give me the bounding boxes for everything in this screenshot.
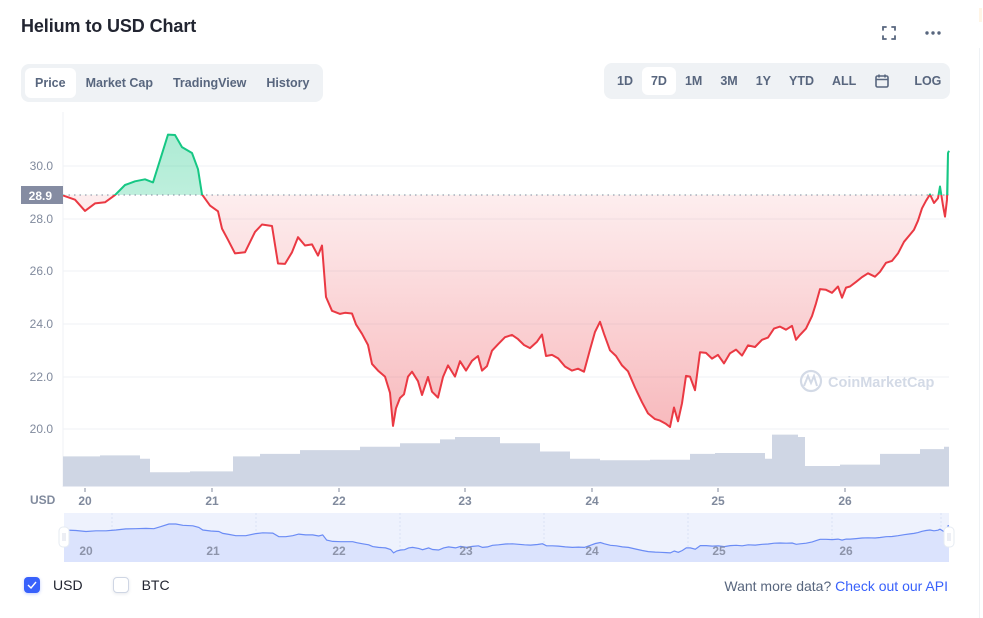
- x-tick-label: 20: [78, 494, 92, 508]
- more-options-button[interactable]: [922, 22, 944, 44]
- date-picker-button[interactable]: [865, 67, 899, 95]
- x-axis: USD 20 21 22 23 24 25 26: [30, 488, 852, 508]
- tab-history[interactable]: History: [266, 76, 310, 90]
- time-range-selector: 1D 7D 1M 3M 1Y YTD ALL LOG: [604, 63, 950, 99]
- range-3m[interactable]: 3M: [720, 74, 738, 88]
- chart-type-tabs: Price Market Cap TradingView History: [21, 64, 324, 102]
- more-options-icon: [925, 31, 941, 35]
- navigator-area: [64, 524, 949, 562]
- api-link[interactable]: Check out our API: [835, 578, 948, 594]
- btc-label[interactable]: BTC: [141, 577, 170, 593]
- navigator-line: [63, 523, 950, 554]
- range-1y[interactable]: 1Y: [755, 74, 772, 88]
- x-tick-label: 22: [332, 494, 346, 508]
- x-tick-label: 21: [205, 494, 219, 508]
- x-tick-label: 26: [838, 494, 852, 508]
- navigator-tick-label: 25: [712, 544, 726, 558]
- y-tick-label: 22.0: [30, 370, 54, 384]
- volume-area: [63, 434, 949, 487]
- navigator-tick-label: 21: [206, 544, 220, 558]
- checkmark-icon: [27, 581, 37, 589]
- currency-legend: USD BTC: [24, 577, 200, 593]
- api-note: Want more data? Check out our API: [724, 578, 948, 594]
- y-tick-label: 28.0: [30, 212, 54, 226]
- price-area-above: [63, 134, 949, 195]
- range-7d[interactable]: 7D: [641, 67, 676, 95]
- usd-checkbox[interactable]: [24, 577, 40, 593]
- price-area-below: [63, 195, 948, 427]
- y-axis-labels: 30.0 28.0 26.0 24.0 22.0 20.0: [30, 159, 54, 436]
- range-1m[interactable]: 1M: [684, 74, 703, 88]
- log-scale-toggle[interactable]: LOG: [914, 74, 942, 88]
- y-tick-label: 26.0: [30, 264, 54, 278]
- btc-checkbox[interactable]: [112, 577, 129, 593]
- navigator-tick-label: 24: [585, 544, 599, 558]
- reference-price-badge: 28.9: [21, 186, 63, 204]
- svg-text:CoinMarketCap: CoinMarketCap: [828, 375, 934, 391]
- usd-label[interactable]: USD: [53, 577, 83, 593]
- fullscreen-button[interactable]: [878, 22, 900, 44]
- y-tick-label: 24.0: [30, 317, 54, 331]
- range-navigator[interactable]: 20 21 22 23 24 25 26: [58, 513, 955, 562]
- adjacent-panel-border: [979, 48, 980, 618]
- y-tick-label: 30.0: [30, 159, 54, 173]
- range-ytd[interactable]: YTD: [789, 74, 815, 88]
- range-1d[interactable]: 1D: [617, 74, 633, 88]
- axis-currency-label: USD: [30, 493, 56, 507]
- navigator-right-handle[interactable]: [943, 526, 955, 548]
- x-tick-label: 23: [458, 494, 472, 508]
- y-tick-label: 20.0: [30, 422, 54, 436]
- navigator-left-handle[interactable]: [58, 526, 70, 548]
- svg-text:28.9: 28.9: [29, 189, 53, 203]
- navigator-tick-label: 20: [79, 544, 93, 558]
- fullscreen-icon: [882, 26, 896, 40]
- navigator-tick-label: 26: [839, 544, 853, 558]
- tab-price[interactable]: Price: [25, 68, 76, 98]
- tab-tradingview[interactable]: TradingView: [172, 76, 247, 90]
- navigator-tick-label: 23: [459, 544, 473, 558]
- calendar-icon: [875, 74, 890, 88]
- page-title: Helium to USD Chart: [21, 16, 197, 36]
- x-tick-label: 25: [711, 494, 725, 508]
- api-note-text: Want more data?: [724, 578, 832, 594]
- range-all[interactable]: ALL: [832, 74, 857, 88]
- x-tick-label: 24: [585, 494, 599, 508]
- navigator-tick-label: 22: [332, 544, 346, 558]
- tab-market-cap[interactable]: Market Cap: [85, 76, 153, 90]
- coinmarketcap-watermark: CoinMarketCap: [799, 369, 934, 393]
- adjacent-panel-accent: [979, 8, 982, 22]
- price-line-down: [63, 195, 949, 428]
